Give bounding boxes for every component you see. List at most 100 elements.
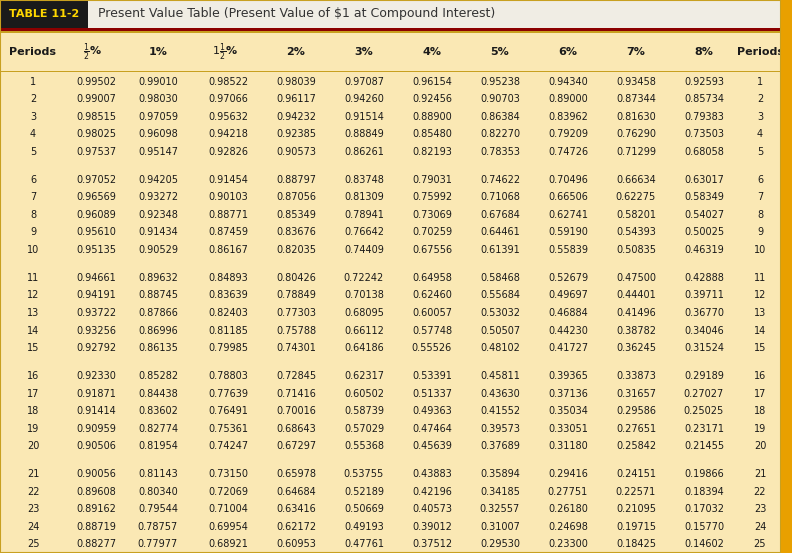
Text: 4%: 4% — [422, 47, 441, 57]
Text: 0.67556: 0.67556 — [412, 245, 452, 255]
Text: 0.95238: 0.95238 — [480, 77, 520, 87]
Text: 0.39012: 0.39012 — [412, 521, 452, 532]
Text: 0.50025: 0.50025 — [684, 227, 724, 237]
Text: 0.42888: 0.42888 — [684, 273, 724, 283]
Text: 0.31007: 0.31007 — [480, 521, 520, 532]
Text: 0.85480: 0.85480 — [412, 129, 452, 139]
Text: 9: 9 — [757, 227, 763, 237]
Text: 11: 11 — [754, 273, 766, 283]
Text: 0.99502: 0.99502 — [76, 77, 116, 87]
Text: 0.82403: 0.82403 — [208, 308, 248, 318]
Text: 19: 19 — [754, 424, 766, 434]
Text: 0.90103: 0.90103 — [208, 192, 248, 202]
Text: 0.80340: 0.80340 — [138, 487, 178, 497]
Text: 0.90573: 0.90573 — [276, 147, 316, 157]
Text: 12: 12 — [754, 290, 766, 300]
Text: 0.98030: 0.98030 — [138, 94, 178, 105]
Text: 0.66112: 0.66112 — [344, 326, 384, 336]
Text: 0.25842: 0.25842 — [616, 441, 656, 451]
Text: 0.17032: 0.17032 — [684, 504, 724, 514]
Text: 23: 23 — [27, 504, 39, 514]
Text: 0.86167: 0.86167 — [208, 245, 248, 255]
Text: 0.32557: 0.32557 — [480, 504, 520, 514]
Text: 0.29416: 0.29416 — [548, 469, 588, 479]
Text: 0.72069: 0.72069 — [208, 487, 248, 497]
Text: 0.96569: 0.96569 — [76, 192, 116, 202]
Text: 0.89000: 0.89000 — [548, 94, 588, 105]
Bar — [0, 33, 781, 71]
Text: 0.76642: 0.76642 — [344, 227, 384, 237]
Text: 0.59190: 0.59190 — [548, 227, 588, 237]
Text: 21: 21 — [754, 469, 766, 479]
Text: 16: 16 — [754, 371, 766, 381]
Text: 8%: 8% — [695, 47, 714, 57]
Text: 0.39573: 0.39573 — [480, 424, 520, 434]
Text: 0.18394: 0.18394 — [684, 487, 724, 497]
Text: 0.78849: 0.78849 — [276, 290, 316, 300]
Text: 0.79209: 0.79209 — [548, 129, 588, 139]
Text: 0.50507: 0.50507 — [480, 326, 520, 336]
Text: 0.43883: 0.43883 — [412, 469, 452, 479]
Text: 0.78757: 0.78757 — [138, 521, 178, 532]
Text: 0.88771: 0.88771 — [208, 210, 248, 220]
Text: 0.81143: 0.81143 — [138, 469, 178, 479]
Text: 0.78353: 0.78353 — [480, 147, 520, 157]
Text: 0.82035: 0.82035 — [276, 245, 316, 255]
Text: 0.31657: 0.31657 — [616, 389, 656, 399]
Text: 0.96117: 0.96117 — [276, 94, 316, 105]
Text: 15: 15 — [754, 343, 766, 353]
Text: 0.55368: 0.55368 — [344, 441, 384, 451]
Text: 0.97052: 0.97052 — [76, 175, 116, 185]
Text: 5: 5 — [757, 147, 763, 157]
Text: 0.62741: 0.62741 — [548, 210, 588, 220]
Text: 13: 13 — [754, 308, 766, 318]
Text: Present Value Table (Present Value of $1 at Compound Interest): Present Value Table (Present Value of $1… — [98, 8, 495, 20]
Text: 0.79383: 0.79383 — [684, 112, 724, 122]
Text: 0.48102: 0.48102 — [480, 343, 520, 353]
Text: 0.27027: 0.27027 — [683, 389, 724, 399]
Text: 0.98522: 0.98522 — [208, 77, 248, 87]
Text: 0.62275: 0.62275 — [616, 192, 656, 202]
Text: 0.76491: 0.76491 — [208, 406, 248, 416]
Text: 0.77977: 0.77977 — [138, 539, 178, 549]
Text: 0.19866: 0.19866 — [684, 469, 724, 479]
Text: 0.34185: 0.34185 — [480, 487, 520, 497]
Text: 0.92792: 0.92792 — [76, 343, 116, 353]
Text: 0.58201: 0.58201 — [616, 210, 656, 220]
Text: 0.83676: 0.83676 — [276, 227, 316, 237]
Text: 0.73503: 0.73503 — [684, 129, 724, 139]
Text: 0.67684: 0.67684 — [480, 210, 520, 220]
Text: 18: 18 — [754, 406, 766, 416]
Text: 0.85282: 0.85282 — [138, 371, 178, 381]
Text: 0.86261: 0.86261 — [344, 147, 384, 157]
Text: 0.84893: 0.84893 — [208, 273, 248, 283]
Text: 0.82774: 0.82774 — [138, 424, 178, 434]
Text: 0.58739: 0.58739 — [344, 406, 384, 416]
Text: 0.49697: 0.49697 — [548, 290, 588, 300]
Text: 0.41496: 0.41496 — [616, 308, 656, 318]
Text: 0.94232: 0.94232 — [276, 112, 316, 122]
Text: 0.91514: 0.91514 — [344, 112, 384, 122]
Text: 0.68058: 0.68058 — [684, 147, 724, 157]
Text: 0.83748: 0.83748 — [344, 175, 384, 185]
Text: 0.24698: 0.24698 — [548, 521, 588, 532]
Text: 4: 4 — [757, 129, 763, 139]
Text: 0.58468: 0.58468 — [480, 273, 520, 283]
Text: 0.33873: 0.33873 — [616, 371, 656, 381]
Text: 0.89608: 0.89608 — [76, 487, 116, 497]
Text: 0.90529: 0.90529 — [138, 245, 178, 255]
Text: 0.98039: 0.98039 — [276, 77, 316, 87]
Text: 0.82193: 0.82193 — [412, 147, 452, 157]
Text: 1: 1 — [30, 77, 36, 87]
Text: 0.63416: 0.63416 — [276, 504, 316, 514]
Text: 0.84438: 0.84438 — [138, 389, 178, 399]
Text: 25: 25 — [27, 539, 40, 549]
Text: 0.74301: 0.74301 — [276, 343, 316, 353]
Text: 25: 25 — [754, 539, 766, 549]
Text: 23: 23 — [754, 504, 766, 514]
Text: 0.81309: 0.81309 — [345, 192, 384, 202]
Text: 0.91871: 0.91871 — [76, 389, 116, 399]
Text: 0.44230: 0.44230 — [548, 326, 588, 336]
Text: 0.23300: 0.23300 — [548, 539, 588, 549]
Text: 0.75361: 0.75361 — [208, 424, 248, 434]
